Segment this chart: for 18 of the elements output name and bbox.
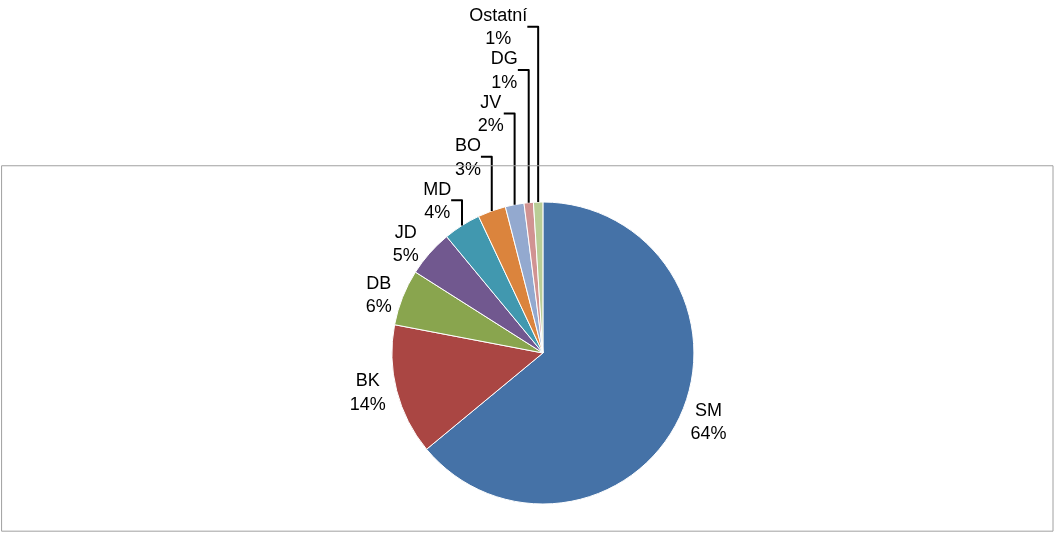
slice-label: BO <box>454 135 481 156</box>
slice-label: JV <box>480 91 502 112</box>
data-label: 3% <box>454 158 481 179</box>
data-label: 5% <box>392 245 419 266</box>
slice-label: Ostatní <box>469 4 528 25</box>
slice-label: SM <box>694 399 722 420</box>
slice-label: MD <box>423 178 452 199</box>
data-label: 2% <box>477 115 504 136</box>
data-label: 1% <box>491 71 518 92</box>
slice-label: JD <box>394 221 417 242</box>
data-label: 14% <box>349 393 386 414</box>
data-label: 1% <box>485 28 512 49</box>
slice-label: DB <box>366 272 392 293</box>
slice-label: DG <box>490 48 518 69</box>
slice-label: BK <box>355 370 380 391</box>
data-label: 4% <box>424 201 451 222</box>
data-label: 64% <box>690 422 727 443</box>
data-label: 6% <box>365 296 392 317</box>
